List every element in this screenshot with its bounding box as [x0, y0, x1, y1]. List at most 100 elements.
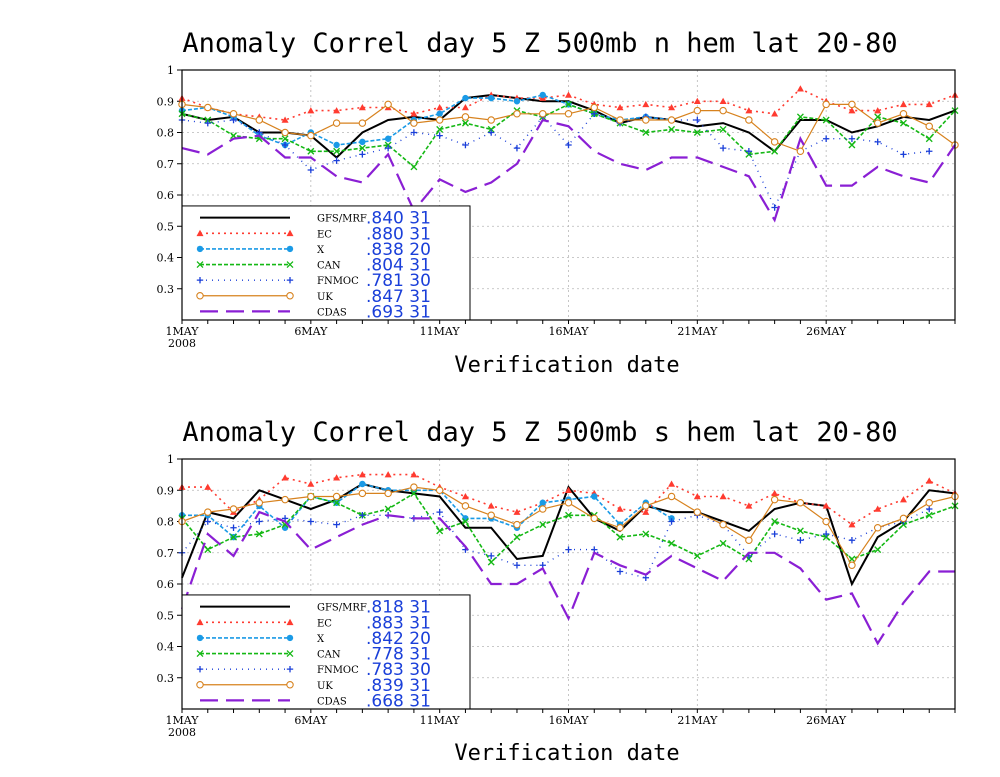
data-point — [667, 116, 676, 124]
data-point — [668, 518, 675, 525]
y-tick-label: 0.3 — [157, 283, 175, 296]
data-point — [745, 148, 753, 155]
legend-marker — [286, 292, 294, 300]
legend-marker — [286, 618, 294, 626]
data-point — [848, 521, 856, 528]
data-point — [487, 511, 495, 519]
legend-series-score: .883 31 — [366, 613, 431, 633]
data-point — [822, 502, 830, 509]
legend-series-score: .880 31 — [366, 224, 431, 244]
data-point — [796, 498, 805, 507]
data-point — [410, 119, 418, 127]
data-point — [616, 104, 624, 111]
data-point — [281, 495, 289, 504]
series-cdas — [181, 118, 956, 223]
y-tick-label: 1 — [167, 453, 174, 466]
data-point — [384, 505, 392, 513]
data-point — [693, 129, 701, 136]
legend-series-score: .668 31 — [366, 691, 431, 711]
series-cdas — [180, 510, 955, 646]
legend-series-score: .783 30 — [366, 660, 431, 680]
data-point — [719, 539, 727, 547]
data-point — [513, 533, 521, 541]
data-point — [848, 561, 856, 569]
data-point — [874, 505, 882, 512]
legend-marker — [196, 618, 204, 626]
data-point — [642, 530, 650, 538]
data-point — [719, 144, 727, 152]
data-point — [642, 116, 650, 124]
data-point — [332, 119, 341, 127]
data-point — [204, 518, 211, 525]
data-point — [255, 530, 263, 538]
data-point — [539, 521, 547, 529]
legend-series-score: .839 31 — [366, 676, 431, 696]
data-point — [204, 103, 212, 112]
legend-series-score: .840 31 — [366, 209, 431, 229]
data-point — [925, 122, 933, 131]
y-tick-label: 0.6 — [157, 189, 175, 202]
data-point — [281, 128, 289, 137]
data-point — [488, 552, 495, 560]
series-line — [182, 483, 673, 539]
data-point — [539, 91, 546, 99]
series-can — [178, 489, 959, 566]
legend-series-name: UK — [317, 292, 333, 303]
data-point — [333, 474, 341, 481]
data-point — [591, 493, 598, 500]
data-point — [359, 512, 366, 519]
data-point — [436, 104, 444, 111]
data-point — [256, 518, 263, 525]
data-point — [873, 119, 882, 127]
data-point — [307, 492, 315, 501]
data-point — [899, 100, 907, 108]
data-point — [616, 505, 624, 512]
series-can — [178, 100, 959, 171]
y-tick-label: 0.6 — [157, 578, 175, 591]
data-point — [874, 546, 882, 554]
data-point — [461, 502, 470, 510]
data-point — [822, 517, 830, 526]
x-tick-label: 1MAY — [165, 714, 199, 727]
legend-series-score: .838 20 — [366, 240, 431, 260]
y-tick-label: 0.7 — [157, 158, 175, 171]
data-point — [333, 521, 340, 528]
series-fnmoc — [178, 110, 933, 211]
data-point — [899, 514, 908, 523]
legend-series-name: FNMOC — [317, 276, 359, 287]
data-point — [230, 524, 237, 531]
data-point — [358, 119, 367, 127]
data-point — [332, 492, 341, 501]
data-point — [693, 552, 701, 560]
data-point — [668, 125, 676, 133]
data-point — [204, 483, 212, 490]
data-point — [796, 85, 804, 92]
data-point — [436, 125, 444, 133]
y-tick-label: 0.9 — [157, 95, 175, 108]
data-point — [616, 533, 624, 541]
data-point — [255, 116, 264, 124]
data-point — [513, 520, 521, 529]
data-point — [873, 523, 882, 532]
series-x — [178, 91, 675, 149]
data-point — [487, 502, 495, 509]
x-axis-label: Verification date — [454, 353, 679, 378]
data-point — [488, 129, 495, 136]
data-point — [822, 116, 830, 124]
data-point — [642, 508, 650, 515]
legend-series-name: GFS/MRF — [317, 214, 367, 225]
data-point — [899, 496, 907, 503]
legend-series-score: .818 31 — [366, 598, 431, 618]
legend-marker — [196, 292, 204, 300]
legend-series-score: .693 31 — [366, 302, 431, 322]
data-point — [796, 147, 805, 156]
legend-series-name: UK — [317, 681, 333, 692]
series-x — [178, 480, 675, 541]
data-point — [719, 493, 727, 500]
data-point — [694, 116, 701, 124]
data-point — [333, 499, 341, 507]
x-tick-label: 16MAY — [548, 714, 589, 727]
data-point — [771, 489, 779, 497]
data-point — [410, 489, 418, 497]
